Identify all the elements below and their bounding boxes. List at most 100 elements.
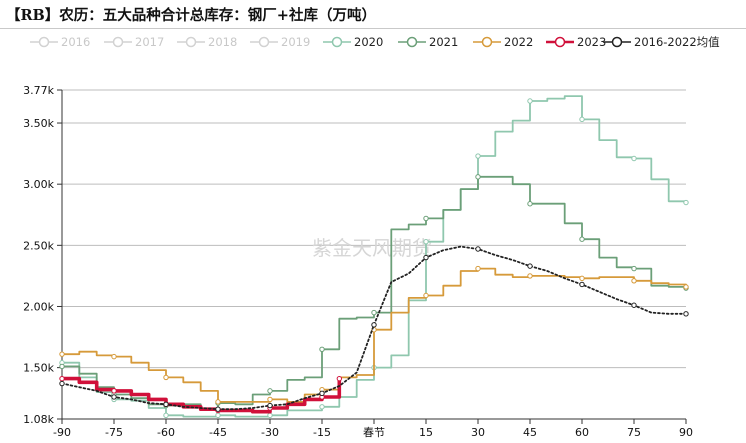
- legend-item-2021[interactable]: 2021: [398, 35, 458, 49]
- data-point: [319, 346, 325, 352]
- legend-item-2016-2022均值[interactable]: 2016-2022均值: [603, 35, 720, 49]
- data-point: [163, 401, 169, 408]
- series-line-2020: [62, 95, 687, 418]
- data-point: [215, 406, 221, 412]
- x-tick-label: -45: [209, 426, 227, 439]
- data-point: [215, 412, 221, 419]
- x-tick-label: -75: [105, 426, 123, 439]
- legend[interactable]: 2016 2017 2018 2019 2020 2021 2022 2023 2016-202…: [30, 35, 720, 49]
- series-lines: [59, 95, 689, 419]
- data-point: [423, 215, 429, 222]
- data-point: [631, 155, 637, 162]
- data-point: [215, 399, 221, 405]
- data-point: [631, 302, 637, 308]
- legend-swatch-marker: [331, 36, 343, 48]
- data-point: [423, 238, 429, 245]
- x-tick-label: -30: [261, 426, 279, 439]
- data-point: [267, 388, 273, 394]
- axes: 3.77k 3.50k 3.00k 2.50k 2.00k 1.50k 1.08k-90 -7…: [23, 84, 693, 439]
- chart-title: 【RB】农历：五大品种合计总库存：钢厂+社库（万吨）: [6, 7, 376, 24]
- data-point: [423, 292, 429, 299]
- y-tick-label: 2.50k: [23, 239, 54, 252]
- x-tick-label: -15: [313, 426, 331, 439]
- legend-label: 2017: [135, 35, 164, 49]
- y-tick-label: 1.08k: [23, 413, 54, 426]
- data-point: [631, 278, 637, 284]
- y-tick-label: 2.00k: [23, 300, 54, 313]
- data-point: [579, 236, 585, 242]
- legend-swatch-marker: [38, 36, 50, 48]
- data-point: [59, 363, 65, 370]
- data-point: [319, 404, 325, 410]
- data-point: [59, 351, 65, 357]
- data-point: [579, 281, 585, 288]
- data-point: [163, 374, 169, 381]
- legend-item-2023[interactable]: 2023: [546, 35, 606, 49]
- legend-label: 2022: [504, 35, 533, 49]
- x-tick-label: 60: [575, 426, 589, 439]
- data-point: [111, 388, 117, 394]
- data-point: [267, 396, 273, 403]
- watermark: 紫金天风期货: [312, 236, 432, 260]
- data-point: [371, 322, 377, 328]
- legend-label: 2019: [281, 35, 310, 49]
- legend-label: 2023: [577, 35, 606, 49]
- title-divider: [0, 28, 746, 29]
- y-tick-label: 1.50k: [23, 362, 54, 375]
- data-point: [579, 116, 585, 123]
- data-point: [631, 265, 637, 272]
- legend-item-2018[interactable]: 2018: [177, 35, 237, 49]
- legend-label: 2016-2022均值: [634, 35, 720, 49]
- legend-item-2016[interactable]: 2016: [30, 35, 90, 49]
- legend-item-2017[interactable]: 2017: [104, 35, 164, 49]
- data-point: [527, 263, 533, 269]
- legend-label: 2021: [429, 35, 458, 49]
- legend-item-2020[interactable]: 2020: [323, 35, 383, 49]
- legend-swatch-marker: [112, 36, 124, 48]
- data-point: [527, 273, 533, 279]
- x-tick-label: 30: [471, 426, 485, 439]
- x-tick-label: 90: [679, 426, 693, 439]
- y-tick-label: 3.50k: [23, 117, 54, 130]
- data-point: [163, 412, 169, 419]
- x-tick-label: 15: [419, 426, 433, 439]
- data-point: [371, 309, 377, 316]
- data-point: [527, 98, 533, 104]
- x-tick-label: -60: [157, 426, 175, 439]
- data-point: [423, 254, 429, 261]
- data-point: [683, 199, 689, 206]
- y-tick-label: 3.77k: [23, 84, 54, 97]
- data-point: [336, 375, 343, 382]
- data-point: [475, 265, 481, 272]
- x-tick-label: -90: [53, 426, 71, 439]
- data-point: [59, 380, 65, 387]
- legend-swatch-marker: [258, 36, 270, 48]
- data-point: [475, 153, 481, 159]
- data-point: [683, 311, 689, 317]
- legend-swatch-marker: [406, 36, 418, 48]
- legend-swatch-marker: [481, 36, 493, 48]
- data-point: [579, 275, 585, 282]
- legend-item-2019[interactable]: 2019: [250, 35, 310, 49]
- data-point: [59, 375, 65, 382]
- legend-swatch-marker: [611, 36, 623, 48]
- x-tick-label: 45: [523, 426, 537, 439]
- x-tick-label: 春节: [363, 426, 385, 439]
- data-point: [111, 353, 117, 360]
- data-point: [475, 174, 481, 180]
- y-tick-label: 3.00k: [23, 178, 54, 191]
- legend-label: 2020: [354, 35, 383, 49]
- legend-label: 2018: [208, 35, 237, 49]
- legend-label: 2016: [61, 35, 90, 49]
- data-point: [527, 201, 533, 207]
- data-point: [683, 284, 689, 290]
- data-point: [267, 402, 273, 409]
- legend-item-2022[interactable]: 2022: [473, 35, 533, 49]
- x-tick-label: 75: [627, 426, 641, 439]
- legend-swatch-marker: [554, 36, 566, 48]
- data-point: [319, 390, 325, 397]
- data-point: [475, 246, 481, 252]
- legend-swatch-marker: [185, 36, 197, 48]
